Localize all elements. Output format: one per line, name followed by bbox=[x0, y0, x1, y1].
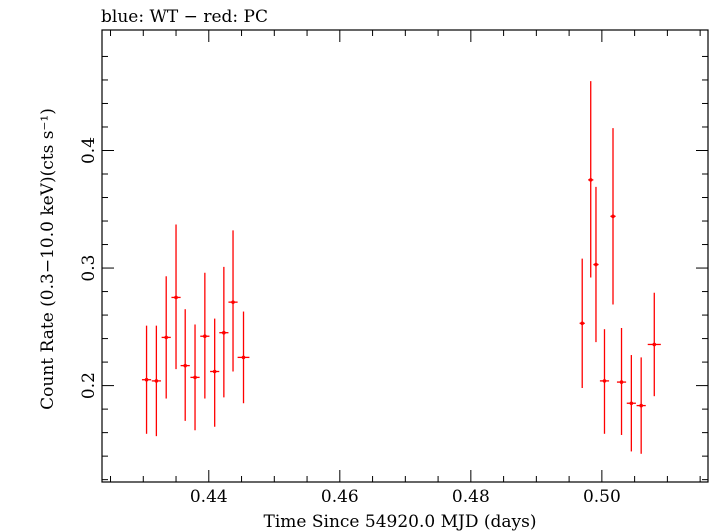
data-points bbox=[141, 81, 661, 454]
data-point bbox=[626, 355, 636, 452]
y-tick-label: 0.2 bbox=[79, 372, 99, 399]
y-tick-label: 0.4 bbox=[79, 137, 99, 164]
data-point bbox=[616, 328, 627, 435]
point-marker bbox=[594, 262, 598, 267]
data-point bbox=[599, 329, 610, 434]
point-marker bbox=[203, 334, 207, 339]
point-marker bbox=[580, 321, 585, 326]
x-tick-label: 0.50 bbox=[583, 487, 621, 507]
plot-frame bbox=[101, 29, 709, 483]
axis-ticks: 0.44 0.46 0.48 0.50 0.2 0.3 0.4 bbox=[79, 30, 708, 507]
point-marker bbox=[619, 380, 624, 384]
point-marker bbox=[174, 295, 178, 300]
point-marker bbox=[602, 379, 607, 383]
data-point bbox=[219, 266, 229, 398]
x-tick-label: 0.46 bbox=[321, 487, 359, 507]
point-marker bbox=[629, 401, 634, 406]
data-point bbox=[151, 325, 161, 437]
point-marker bbox=[652, 342, 657, 347]
data-point bbox=[636, 357, 646, 454]
point-marker bbox=[212, 369, 217, 374]
point-marker bbox=[144, 377, 149, 382]
data-point bbox=[171, 224, 181, 370]
data-point bbox=[161, 276, 171, 399]
point-marker bbox=[231, 300, 235, 304]
x-tick-label: 0.48 bbox=[452, 487, 490, 507]
data-point bbox=[200, 272, 210, 399]
point-marker bbox=[639, 403, 643, 408]
data-point bbox=[228, 230, 238, 372]
data-point bbox=[210, 318, 220, 427]
y-tick-label: 0.3 bbox=[79, 255, 99, 282]
point-marker bbox=[588, 178, 593, 182]
point-marker bbox=[183, 363, 188, 368]
x-axis-label: Time Since 54920.0 MJD (days) bbox=[264, 512, 537, 532]
y-axis-label: Count Rate (0.3−10.0 keV)(cts s⁻¹) bbox=[38, 108, 58, 410]
data-point bbox=[190, 324, 200, 431]
data-point bbox=[647, 292, 661, 397]
x-tick-label: 0.44 bbox=[190, 487, 228, 507]
data-point bbox=[593, 186, 599, 343]
data-point bbox=[610, 128, 616, 305]
point-marker bbox=[164, 335, 169, 340]
data-point bbox=[588, 81, 594, 278]
point-marker bbox=[154, 379, 159, 383]
point-marker bbox=[193, 375, 197, 380]
point-marker bbox=[611, 214, 615, 219]
data-point bbox=[180, 309, 190, 421]
data-point bbox=[579, 258, 585, 388]
point-marker bbox=[241, 355, 246, 360]
plot-axes bbox=[101, 29, 709, 483]
point-marker bbox=[222, 330, 226, 335]
chart-title: blue: WT − red: PC bbox=[101, 7, 268, 27]
data-point bbox=[237, 311, 250, 404]
data-point bbox=[141, 325, 152, 434]
